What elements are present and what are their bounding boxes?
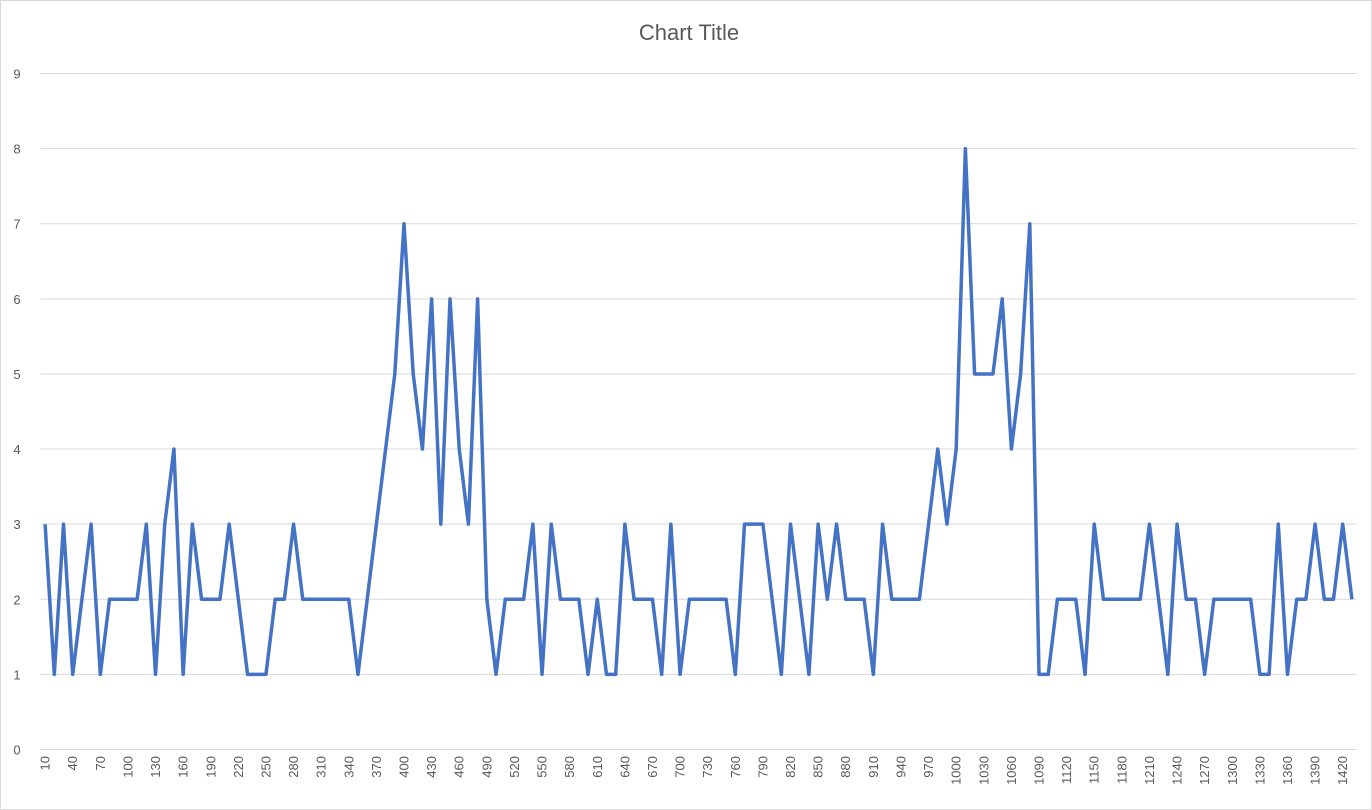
x-tick-label: 490: [479, 756, 494, 778]
x-tick-label: 220: [231, 756, 246, 778]
x-tick-label: 1300: [1225, 756, 1240, 785]
x-tick-label: 730: [700, 756, 715, 778]
x-tick-label: 10: [38, 756, 53, 770]
x-tick-label: 460: [452, 756, 467, 778]
x-tick-label: 790: [755, 756, 770, 778]
x-tick-label: 1090: [1032, 756, 1047, 785]
x-tick-label: 700: [673, 756, 688, 778]
x-tick-label: 850: [811, 756, 826, 778]
x-tick-label: 1030: [976, 756, 991, 785]
x-tick-label: 370: [369, 756, 384, 778]
x-tick-label: 1240: [1170, 756, 1185, 785]
x-tick-label: 100: [120, 756, 135, 778]
x-tick-label: 910: [866, 756, 881, 778]
x-tick-label: 610: [590, 756, 605, 778]
y-tick-label: 2: [13, 592, 20, 607]
x-tick-label: 970: [921, 756, 936, 778]
y-tick-label: 0: [13, 743, 20, 758]
x-tick-label: 1360: [1280, 756, 1295, 785]
y-tick-label: 3: [13, 517, 20, 532]
x-tick-label: 1060: [1004, 756, 1019, 785]
y-tick-label: 5: [13, 367, 20, 382]
x-tick-label: 70: [93, 756, 108, 770]
x-tick-label: 1000: [949, 756, 964, 785]
x-tick-label: 1120: [1059, 756, 1074, 784]
x-tick-label: 310: [314, 756, 329, 778]
x-tick-label: 1420: [1335, 756, 1350, 785]
y-tick-label: 1: [13, 667, 20, 682]
y-tick-label: 6: [13, 292, 20, 307]
x-tick-label: 1330: [1252, 756, 1267, 785]
x-tick-label: 670: [645, 756, 660, 778]
x-tick-label: 1270: [1197, 756, 1212, 785]
y-tick-label: 4: [13, 442, 20, 457]
x-tick-label: 1210: [1142, 756, 1157, 785]
y-tick-label: 7: [13, 217, 20, 232]
x-tick-label: 400: [397, 756, 412, 778]
x-tick-label: 40: [65, 756, 80, 770]
x-tick-label: 190: [203, 756, 218, 778]
x-tick-label: 250: [258, 756, 273, 778]
data-line: [43, 146, 1354, 677]
x-tick-label: 580: [562, 756, 577, 778]
x-tick-label: 430: [424, 756, 439, 778]
y-tick-label: 9: [13, 67, 20, 82]
x-tick-label: 640: [617, 756, 632, 778]
x-tick-label: 940: [893, 756, 908, 778]
x-tick-label: 520: [507, 756, 522, 778]
x-tick-label: 160: [176, 756, 191, 778]
x-tick-label: 130: [148, 756, 163, 778]
x-tick-label: 280: [286, 756, 301, 778]
chart-title: Chart Title: [639, 20, 739, 45]
x-tick-label: 820: [783, 756, 798, 778]
x-tick-label: 1150: [1087, 756, 1102, 784]
x-tick-label: 880: [838, 756, 853, 778]
x-tick-label: 1390: [1308, 756, 1323, 785]
x-tick-label: 550: [535, 756, 550, 778]
x-tick-label: 340: [341, 756, 356, 778]
x-tick-label: 1180: [1114, 756, 1129, 784]
x-tick-label: 760: [728, 756, 743, 778]
y-tick-label: 8: [13, 142, 20, 157]
